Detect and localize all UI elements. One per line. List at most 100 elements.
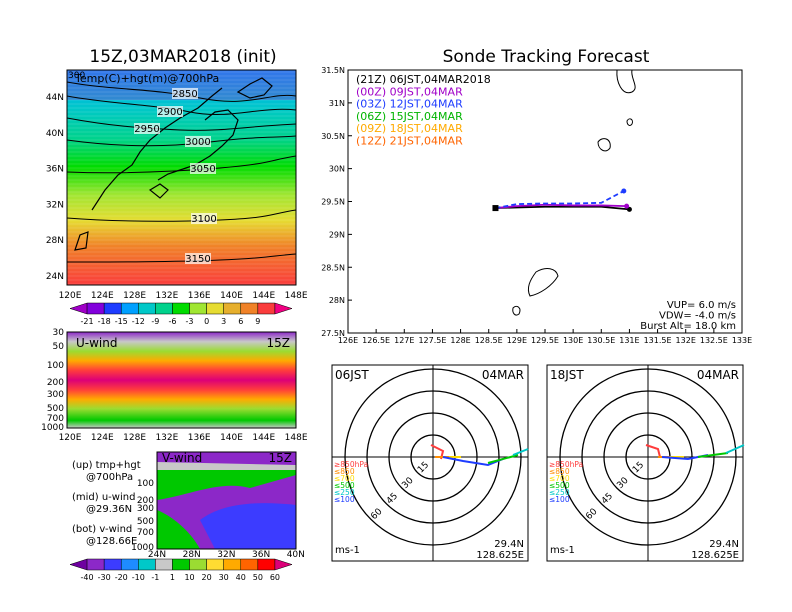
lon-tick-label: 132E [676, 336, 696, 345]
hodo-lon: 128.625E [691, 550, 739, 561]
colorbar-swatch [86, 558, 105, 571]
track-title: Sonde Tracking Forecast [443, 47, 650, 67]
pressure-tick-label: 30 [53, 328, 65, 338]
level-legend: ≤100 [334, 495, 355, 504]
colorbar-label: -3 [186, 317, 194, 326]
lon-tick-label: 129.5E [531, 336, 559, 345]
pressure-tick-label: 500 [47, 404, 64, 414]
colorbar-label: 0 [204, 317, 209, 326]
colorbar-label: -21 [81, 317, 94, 326]
level-legend: ≤850 [334, 467, 355, 476]
hodo-trace [725, 444, 745, 454]
level-legend: ≥850hPa [334, 460, 368, 469]
level-legend: ≤850 [549, 467, 570, 476]
lon-tick-label: 128E [123, 291, 146, 301]
pressure-tick-label: 200 [47, 378, 64, 388]
colorbar-swatch [138, 558, 156, 571]
hodo-trace [512, 448, 529, 456]
hodo-trace [487, 454, 519, 464]
temperature-colorbar: -21 -18 -15 -12 -9 -6 -3 0 3 6 9 [69, 302, 293, 326]
uwind-time: 15Z [267, 336, 291, 350]
lon-tick-label: 131.5E [644, 336, 672, 345]
pressure-tick-label: 100 [137, 479, 154, 489]
vwind-time: 15Z [269, 451, 293, 465]
lat-tick-label: 31N [329, 99, 345, 108]
colorbar-swatch [257, 302, 276, 315]
lon-tick-label: 126.5E [362, 336, 390, 345]
track-param: Burst Alt= 18.0 km [640, 321, 736, 332]
pressure-tick-label: 100 [47, 361, 64, 371]
vwind-title: V-wind [162, 451, 202, 465]
colorbar-label: 1 [170, 573, 175, 582]
pressure-tick-label: 700 [137, 528, 154, 538]
colorbar-swatch [189, 302, 207, 315]
lat-tick-label: 28N [183, 550, 201, 560]
hodo-lat: 29.4N [494, 539, 524, 550]
legend-line-6: @128.66E [86, 536, 137, 547]
colorbar-label: -9 [151, 317, 159, 326]
lon-tick-label: 120E [59, 291, 82, 301]
colorbar-swatch [274, 302, 293, 315]
lat-tick-label: 44N [46, 93, 64, 103]
colorbar-label: 20 [202, 573, 212, 582]
pressure-tick-label: 200 [137, 496, 154, 506]
level-legend: ≤700 [334, 474, 355, 483]
lon-tick-label: 140E [220, 433, 243, 443]
colorbar-swatch [69, 302, 88, 315]
lon-tick-label: 144E [252, 291, 275, 301]
lon-tick-label: 126E [338, 336, 358, 345]
track-legend-entry: (09Z) 18JST,04MAR [356, 122, 463, 135]
contour-label: 3100 [191, 214, 216, 225]
colorbar-swatch [206, 302, 224, 315]
colorbar-swatch [274, 558, 293, 571]
colorbar-label: 40 [236, 573, 246, 582]
colorbar-swatch [189, 558, 207, 571]
hodo-unit: ms-1 [335, 545, 360, 556]
map-subtitle: Temp(C)+hgt(m)@700hPa [74, 72, 219, 85]
pressure-tick-label: 700 [47, 414, 64, 424]
pressure-tick-label: 1000 [131, 543, 154, 553]
colorbar-label: -18 [98, 317, 111, 326]
lon-tick-label: 132.5E [700, 336, 728, 345]
colorbar-swatch [155, 558, 173, 571]
lat-tick-label: 24N [148, 550, 166, 560]
lat-tick-label: 29N [329, 230, 345, 239]
map-title: 15Z,03MAR2018 (init) [89, 47, 276, 67]
lat-tick-label: 40N [46, 129, 64, 139]
lon-tick-label: 124E [91, 433, 114, 443]
track-legend-entry: (00Z) 09JST,04MAR [356, 85, 463, 98]
level-legend: ≤500 [334, 481, 355, 490]
colorbar-swatch [223, 558, 242, 571]
hodo-date: 04MAR [482, 368, 524, 382]
hodograph-18jst: 18JST 04MAR29.4N128.625Ems-115304560≥850h… [546, 364, 745, 562]
lat-tick-label: 28N [329, 296, 345, 305]
temperature-map [66, 69, 297, 286]
colorbar-swatch [86, 302, 105, 315]
lat-tick-label: 40N [287, 550, 305, 560]
level-legend: ≤700 [549, 474, 570, 483]
hodograph-06jst: 06JST 04MAR29.4N128.625Ems-115304560≥850h… [331, 364, 529, 562]
track-legend-entry: (03Z) 12JST,04MAR [356, 98, 463, 111]
colorbar-swatch [240, 558, 259, 571]
colorbar-label: 6 [238, 317, 243, 326]
contour-label: 3150 [185, 254, 210, 265]
lon-tick-label: 132E [155, 433, 178, 443]
lat-tick-label: 32N [46, 200, 64, 210]
trajectory-line [495, 205, 630, 211]
track-param: VUP= 6.0 m/s [667, 300, 736, 311]
level-legend: ≤100 [549, 495, 570, 504]
uwind-panel [66, 331, 297, 429]
lat-tick-label: 27.5N [321, 329, 345, 338]
colorbar-label: 3 [221, 317, 226, 326]
lat-tick-label: 32N [217, 550, 235, 560]
level-legend: ≤250 [549, 488, 570, 497]
trajectory-line [495, 190, 625, 209]
legend-line-2: @700hPa [86, 472, 133, 483]
colorbar-swatch [240, 302, 259, 315]
panel-legend: (up) tmp+hgt @700hPa (mid) u-wind @29.36… [72, 460, 141, 547]
lat-tick-label: 24N [46, 272, 64, 282]
lon-tick-label: 130E [563, 336, 583, 345]
colorbar-label: 10 [184, 573, 194, 582]
wind-colorbar: -40 -30 -20 -10 -1 1 10 20 30 40 50 60 [69, 558, 293, 582]
